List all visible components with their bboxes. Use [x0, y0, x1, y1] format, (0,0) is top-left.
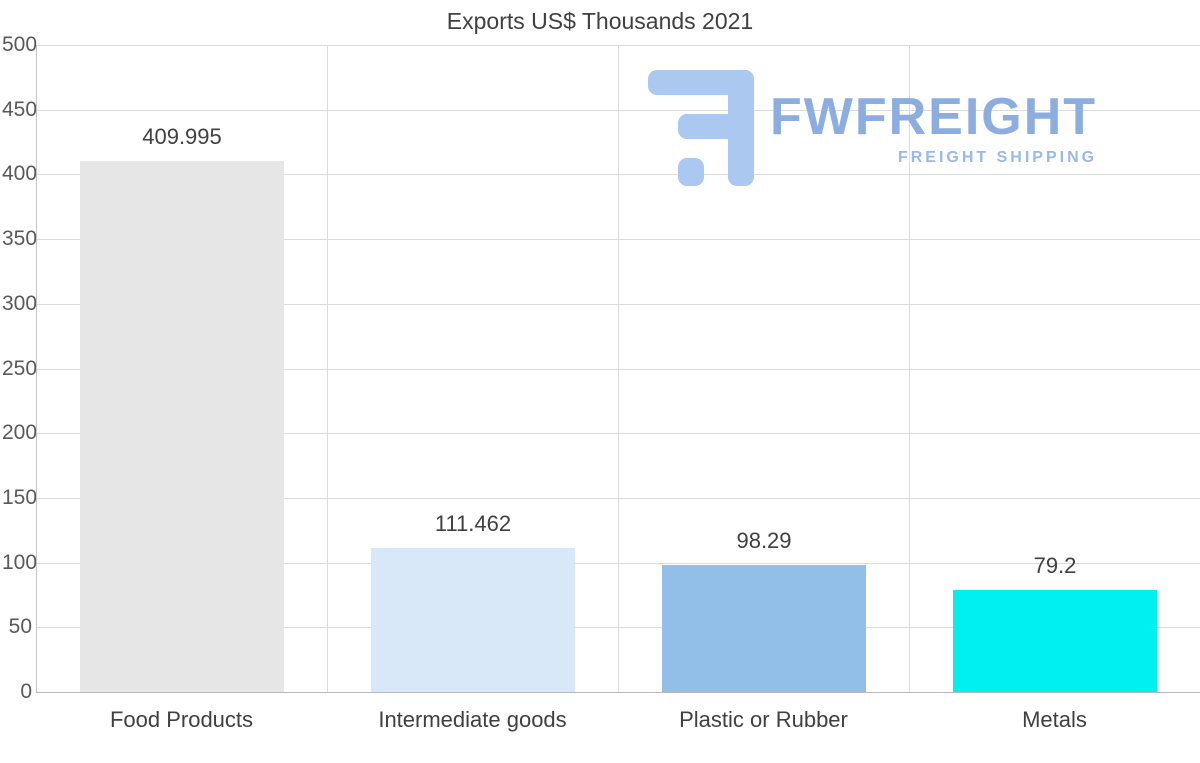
y-tick-label: 0 [20, 680, 32, 703]
y-tick-label: 400 [2, 162, 38, 185]
chart-title: Exports US$ Thousands 2021 [446, 8, 754, 34]
x-axis-line [36, 692, 1200, 693]
y-tick-label: 250 [2, 357, 38, 380]
y-tick-label: 150 [2, 486, 38, 509]
logo-brand-text: FWFREIGHT [770, 88, 1098, 146]
column-separator [327, 45, 328, 692]
y-axis-line [36, 45, 37, 692]
fwfreight-logo: FWFREIGHT FREIGHT SHIPPING [648, 70, 1097, 186]
logo-text-block: FWFREIGHT FREIGHT SHIPPING [770, 89, 1097, 167]
y-tick-label: 100 [2, 551, 38, 574]
category-label-metals: Metals [1022, 707, 1087, 732]
category-label-food-products: Food Products [109, 707, 254, 732]
y-tick-label: 200 [2, 421, 38, 444]
y-tick-label: 50 [8, 615, 32, 638]
category-label-intermediate-goods: Intermediate goods [378, 707, 567, 732]
column-separator [618, 45, 619, 692]
y-tick-label: 450 [2, 98, 38, 121]
column-separator [909, 45, 910, 692]
bar-value-label-intermediate-goods: 111.462 [434, 511, 512, 536]
bar-value-label-plastic-or-rubber: 98.29 [736, 528, 792, 553]
y-tick-label: 500 [2, 33, 38, 56]
bar-intermediate-goods [371, 548, 575, 692]
bar-plastic-or-rubber [662, 565, 866, 692]
y-tick-label: 350 [2, 227, 38, 250]
category-label-plastic-or-rubber: Plastic or Rubber [679, 707, 848, 732]
bar-value-label-food-products: 409.995 [142, 124, 222, 149]
y-tick-label: 300 [2, 292, 38, 315]
bar-value-label-metals: 79.2 [1033, 553, 1077, 578]
logo-subtitle-text: FREIGHT SHIPPING [897, 149, 1098, 166]
bar-food-products [80, 161, 284, 692]
fw-monogram-icon [648, 70, 754, 186]
bar-metals [953, 590, 1157, 692]
